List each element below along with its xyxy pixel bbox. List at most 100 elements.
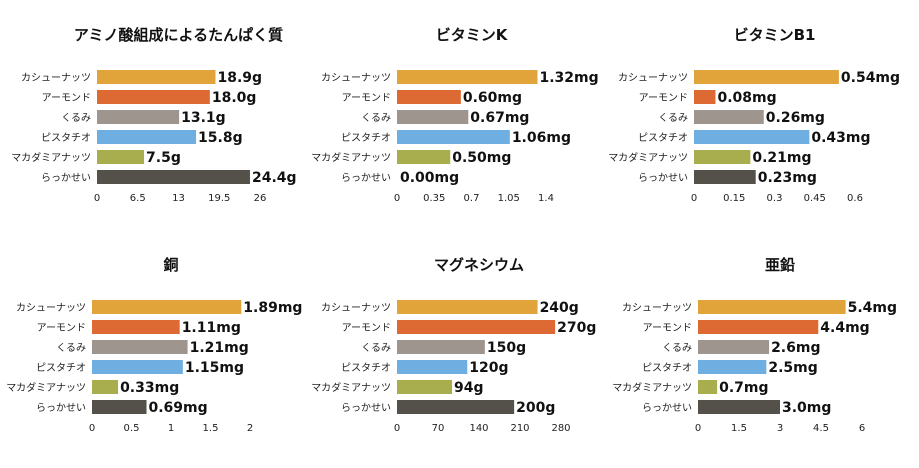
x-tick-label: 13 bbox=[172, 193, 185, 204]
category-label: アーモンド bbox=[37, 323, 86, 334]
category-label: くるみ bbox=[658, 112, 688, 124]
bar-walnut bbox=[397, 110, 469, 124]
category-label: アーモンド bbox=[42, 93, 91, 104]
value-label: 1.32mg bbox=[539, 70, 598, 86]
value-label: 1.11mg bbox=[182, 320, 241, 336]
x-tick-label: 0.35 bbox=[423, 193, 445, 204]
category-label: ピスタチオ bbox=[638, 132, 688, 144]
category-label: アーモンド bbox=[639, 93, 688, 104]
value-label: 0.23mg bbox=[758, 170, 817, 186]
x-tick-label: 210 bbox=[510, 423, 529, 434]
value-label: 1.21mg bbox=[190, 340, 249, 356]
category-label: カシューナッツ bbox=[622, 302, 692, 314]
bar-almond bbox=[694, 90, 716, 104]
bar-pistachio bbox=[694, 130, 810, 144]
bar-macadamia bbox=[97, 150, 145, 164]
x-tick-label: 0.7 bbox=[464, 193, 480, 204]
category-label: ピスタチオ bbox=[642, 362, 692, 374]
value-label: 2.6mg bbox=[771, 340, 820, 356]
category-label: マカダミアナッツ bbox=[6, 381, 86, 394]
bar-macadamia bbox=[698, 380, 718, 394]
category-label: らっかせい bbox=[36, 402, 86, 414]
bar-pistachio bbox=[397, 360, 468, 374]
x-tick-label: 1.5 bbox=[731, 423, 747, 434]
x-tick-label: 0 bbox=[94, 193, 100, 204]
category-label: くるみ bbox=[56, 342, 86, 354]
value-label: 0.50mg bbox=[452, 150, 511, 166]
value-label: 7.5g bbox=[146, 150, 181, 166]
chart-title: ビタミンK bbox=[436, 26, 509, 44]
bar-almond bbox=[97, 90, 210, 104]
bar-cashew bbox=[397, 300, 538, 314]
category-label: らっかせい bbox=[341, 172, 391, 184]
category-label: ピスタチオ bbox=[41, 132, 91, 144]
category-label: アーモンド bbox=[342, 323, 391, 334]
bar-pistachio bbox=[92, 360, 183, 374]
category-label: マカダミアナッツ bbox=[311, 381, 391, 394]
bar-cashew bbox=[694, 70, 839, 84]
category-label: くるみ bbox=[361, 112, 391, 124]
value-label: 0.21mg bbox=[752, 150, 811, 166]
value-label: 4.4mg bbox=[820, 320, 869, 336]
bar-almond bbox=[397, 90, 461, 104]
value-label: 15.8g bbox=[198, 130, 243, 146]
category-label: くるみ bbox=[662, 342, 692, 354]
x-tick-label: 2 bbox=[247, 423, 253, 434]
value-label: 0.7mg bbox=[719, 380, 768, 396]
bar-peanut bbox=[92, 400, 147, 414]
chart-title: マグネシウム bbox=[434, 256, 524, 274]
bar-almond bbox=[92, 320, 180, 334]
value-label: 0.08mg bbox=[717, 90, 776, 106]
bar-peanut bbox=[698, 400, 780, 414]
bar-walnut bbox=[397, 340, 485, 354]
value-label: 0.54mg bbox=[841, 70, 900, 86]
bar-cashew bbox=[97, 70, 216, 84]
chart-title: 亜鉛 bbox=[765, 256, 795, 274]
x-tick-label: 6 bbox=[859, 423, 865, 434]
chart-title: アミノ酸組成によるたんぱく質 bbox=[74, 26, 283, 44]
x-tick-label: 3 bbox=[777, 423, 783, 434]
category-label: らっかせい bbox=[41, 172, 91, 184]
value-label: 0.67mg bbox=[470, 110, 529, 126]
value-label: 0.69mg bbox=[149, 400, 208, 416]
x-tick-label: 70 bbox=[432, 423, 445, 434]
bar-pistachio bbox=[698, 360, 767, 374]
category-label: アーモンド bbox=[643, 323, 692, 334]
x-tick-label: 0.3 bbox=[767, 193, 783, 204]
bar-walnut bbox=[698, 340, 770, 354]
category-label: マカダミアナッツ bbox=[311, 151, 391, 164]
category-label: らっかせい bbox=[638, 172, 688, 184]
x-tick-label: 0 bbox=[394, 423, 400, 434]
bar-cashew bbox=[698, 300, 846, 314]
category-label: マカダミアナッツ bbox=[608, 151, 688, 164]
category-label: カシューナッツ bbox=[321, 302, 391, 314]
bar-macadamia bbox=[397, 150, 451, 164]
chart-2: ビタミンK カシューナッツ 1.32mg アーモンド 0.60mg くるみ 0.67mg ピス… bbox=[311, 26, 598, 204]
x-tick-label: 26 bbox=[254, 193, 267, 204]
category-label: アーモンド bbox=[342, 93, 391, 104]
value-label: 18.9g bbox=[217, 70, 262, 86]
chart-title: ビタミンB1 bbox=[734, 26, 816, 44]
value-label: 0.60mg bbox=[463, 90, 522, 106]
x-tick-label: 1 bbox=[168, 423, 174, 434]
bar-macadamia bbox=[92, 380, 119, 394]
bar-cashew bbox=[92, 300, 242, 314]
value-label: 13.1g bbox=[181, 110, 226, 126]
x-tick-label: 19.5 bbox=[208, 193, 230, 204]
category-label: マカダミアナッツ bbox=[11, 151, 91, 164]
value-label: 240g bbox=[540, 300, 579, 316]
value-label: 94g bbox=[454, 380, 484, 396]
x-tick-label: 0 bbox=[394, 193, 400, 204]
x-tick-label: 0 bbox=[89, 423, 95, 434]
category-label: ピスタチオ bbox=[36, 362, 86, 374]
x-tick-label: 1.5 bbox=[203, 423, 219, 434]
value-label: 270g bbox=[557, 320, 596, 336]
value-label: 5.4mg bbox=[848, 300, 897, 316]
bar-peanut bbox=[397, 400, 515, 414]
category-label: らっかせい bbox=[642, 402, 692, 414]
value-label: 18.0g bbox=[212, 90, 257, 106]
x-tick-label: 0.5 bbox=[124, 423, 140, 434]
